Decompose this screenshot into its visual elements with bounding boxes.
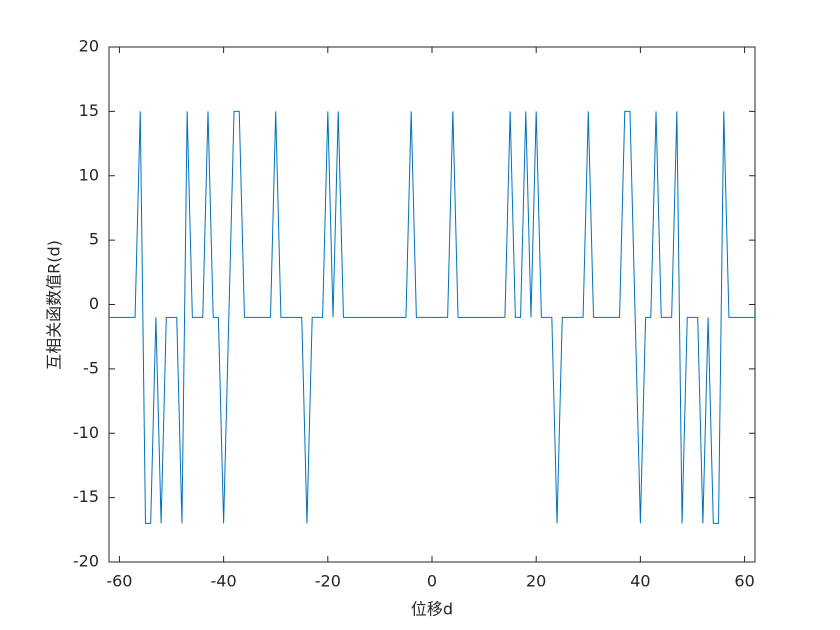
y-tick-label: -5 xyxy=(83,358,99,377)
x-tick-label: -20 xyxy=(315,572,341,591)
x-tick-label: 0 xyxy=(427,572,437,591)
x-tick-label: 40 xyxy=(630,572,650,591)
y-axis-label: 互相关函数值R(d) xyxy=(45,240,64,370)
y-tick-label: -15 xyxy=(73,487,99,506)
x-tick-label: -60 xyxy=(106,572,132,591)
y-tick-label: 15 xyxy=(79,101,99,120)
x-tick-label: -40 xyxy=(211,572,237,591)
y-tick-label: 0 xyxy=(89,294,99,313)
data-line xyxy=(109,110,755,524)
y-tick-label: 20 xyxy=(79,37,99,56)
y-tick-label: 5 xyxy=(89,230,99,249)
x-tick-label: 60 xyxy=(734,572,754,591)
x-axis-label: 位移d xyxy=(411,600,453,619)
y-tick-label: -20 xyxy=(73,552,99,571)
axes-box xyxy=(108,46,756,563)
y-tick-label: -10 xyxy=(73,423,99,442)
x-tick-label: 20 xyxy=(526,572,546,591)
y-tick-label: 10 xyxy=(79,165,99,184)
